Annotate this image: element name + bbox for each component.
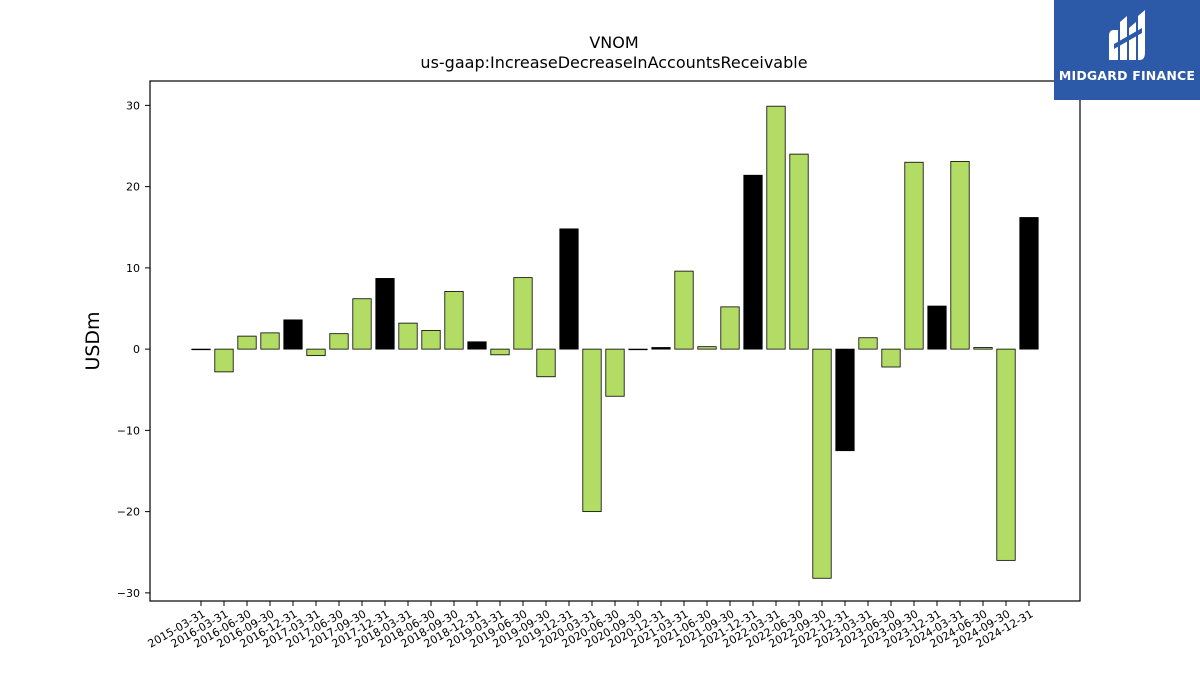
bar [835, 348, 855, 452]
chart-subtitle: us-gaap:IncreaseDecreaseInAccountsReceiv… [420, 53, 807, 72]
bar [950, 161, 970, 350]
bar [812, 348, 832, 579]
bar [674, 270, 694, 350]
bar [191, 348, 211, 351]
bar [352, 298, 372, 350]
bar [789, 153, 809, 350]
y-tick-label: 30 [126, 99, 140, 112]
bar [214, 348, 234, 373]
y-tick-label: −10 [117, 424, 140, 437]
bar [743, 174, 763, 350]
logo-text: MIDGARD FINANCE [1058, 68, 1196, 83]
chart-title: VNOM [589, 33, 638, 52]
bars [191, 105, 1039, 579]
y-tick-label: 10 [126, 262, 140, 275]
bar [467, 341, 487, 350]
bar [536, 348, 556, 378]
bar [973, 347, 993, 350]
bar [996, 348, 1016, 561]
y-tick-label: −20 [117, 506, 140, 519]
bar [651, 347, 671, 350]
bar [582, 348, 602, 513]
bar [559, 228, 579, 350]
bar [881, 348, 901, 368]
bar [1019, 217, 1039, 350]
bar [329, 333, 349, 350]
x-axis: 2015-03-312016-03-312016-06-302016-09-30… [146, 601, 1036, 651]
y-tick-label: 0 [133, 343, 140, 356]
bar [927, 305, 947, 350]
bar [421, 330, 441, 350]
bar [513, 277, 533, 350]
bar [283, 319, 303, 350]
bar [237, 335, 257, 350]
bar [490, 348, 510, 356]
y-axis: −30 −20 −10 0 10 20 30 [117, 99, 150, 600]
bar [398, 322, 418, 350]
bar [858, 337, 878, 350]
bar [444, 291, 464, 350]
bar [697, 346, 717, 350]
bar [766, 105, 786, 350]
midgard-finance-logo: MIDGARD FINANCE [1054, 0, 1200, 100]
bar [904, 161, 924, 350]
bar [375, 278, 395, 350]
bar [605, 348, 625, 397]
bar [260, 332, 280, 350]
plot-frame [149, 80, 1081, 602]
bar [720, 306, 740, 350]
y-tick-label: −30 [117, 587, 140, 600]
midgard-logo-icon [1109, 10, 1145, 60]
y-axis-label: USDm [82, 311, 104, 370]
bar [628, 348, 648, 351]
y-tick-label: 20 [126, 181, 140, 194]
bar [306, 348, 326, 357]
